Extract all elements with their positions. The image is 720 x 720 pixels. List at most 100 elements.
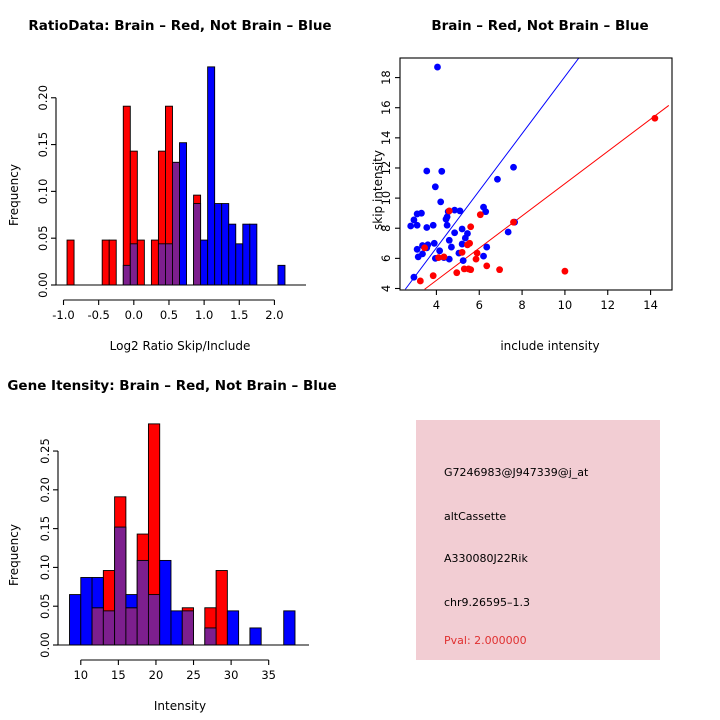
- histogram-bar: [101, 239, 110, 286]
- scatter-point: [414, 253, 422, 261]
- scatter-point: [467, 266, 475, 274]
- y-tick-label: 0.20: [36, 85, 50, 111]
- intensity-scatter-panel: Brain – Red, Not Brain – Blue skip inten…: [360, 0, 720, 360]
- x-tick-label: 4: [433, 298, 440, 312]
- y-tick-label: 14: [379, 131, 393, 146]
- scatter-point: [451, 229, 459, 237]
- histogram-bar: [283, 610, 296, 646]
- y-tick-label: 8: [379, 225, 393, 232]
- y-tick-label: 10: [379, 191, 393, 206]
- x-tick-label: 8: [518, 298, 525, 312]
- x-tick-label: 15: [111, 668, 126, 682]
- probe-id-text: G7246983@J947339@j_at: [444, 466, 589, 479]
- scatter-point: [440, 253, 448, 261]
- histogram-bar-overlap: [102, 610, 116, 646]
- scatter-point: [410, 216, 418, 224]
- x-tick-label: 14: [643, 298, 658, 312]
- gene-info-box: G7246983@J947339@j_at altCassette A33008…: [416, 420, 660, 660]
- gene-histogram-title: Gene Itensity: Brain – Red, Not Brain – …: [7, 378, 336, 394]
- y-tick-label: 0.00: [38, 632, 52, 658]
- y-tick-label: 0.25: [38, 438, 52, 464]
- x-tick-label: 25: [186, 668, 201, 682]
- scatter-point: [445, 207, 453, 215]
- histogram-bar: [80, 577, 93, 646]
- scatter-point: [410, 273, 418, 281]
- x-tick-label: 35: [261, 668, 276, 682]
- scatter-ylabel: skip intensity: [371, 150, 385, 230]
- x-tick-label: 10: [558, 298, 573, 312]
- histogram-bar-overlap: [181, 610, 194, 646]
- scatter-point: [423, 167, 431, 175]
- scatter-point: [494, 175, 501, 183]
- scatter-axes: 4 6 8 10 12 14 16 18 4 6 8 10 12 14: [379, 57, 673, 312]
- histogram-bar: [69, 594, 82, 646]
- y-tick-label: 6: [379, 255, 393, 262]
- scatter-point: [504, 228, 512, 236]
- scatter-point: [443, 221, 451, 229]
- histogram-bar-overlap: [122, 264, 131, 286]
- scatter-point: [496, 266, 503, 274]
- scatter-point: [467, 223, 475, 231]
- y-tick-label: 0.15: [38, 516, 52, 542]
- scatter-point: [448, 243, 455, 251]
- scatter-point: [429, 272, 437, 280]
- scatter-point: [472, 255, 480, 263]
- scatter-point: [423, 224, 431, 231]
- scatter-point: [460, 265, 468, 273]
- histogram-bar-overlap: [136, 559, 149, 646]
- histogram-bar-overlap: [172, 161, 180, 286]
- ratio-histogram-bars: [66, 66, 286, 286]
- x-tick-label: 6: [476, 298, 483, 312]
- scatter-point: [453, 269, 461, 277]
- scatter-point: [445, 236, 453, 244]
- gene-histogram-svg: Gene Itensity: Brain – Red, Not Brain – …: [7, 378, 337, 713]
- y-tick-label: 0.10: [38, 555, 52, 581]
- gene-info-panel: G7246983@J947339@j_at altCassette A33008…: [360, 360, 720, 720]
- y-tick-label: 0.05: [36, 225, 50, 251]
- scatter-point: [442, 215, 450, 223]
- histogram-bar: [277, 264, 286, 286]
- scatter-point: [561, 267, 569, 275]
- y-tick-label: 0.05: [38, 593, 52, 619]
- x-tick-label: 1.5: [230, 308, 248, 322]
- x-tick-label: 12: [600, 298, 615, 312]
- histogram-bar: [170, 610, 183, 646]
- histogram-bar: [249, 223, 258, 286]
- histogram-bar: [179, 142, 187, 286]
- histogram-bar: [235, 243, 244, 286]
- x-tick-label: 30: [224, 668, 239, 682]
- gene-histogram-bars: [69, 423, 296, 646]
- histogram-bar-overlap: [114, 526, 127, 646]
- scatter-point: [459, 257, 467, 265]
- histogram-bar: [207, 66, 216, 286]
- histogram-bar: [91, 577, 104, 609]
- x-tick-label: 0.5: [160, 308, 178, 322]
- scatter-point: [451, 206, 459, 214]
- scatter-point: [461, 234, 469, 242]
- x-tick-label: 1.0: [195, 308, 213, 322]
- scatter-point: [416, 277, 424, 285]
- histogram-bar: [108, 239, 117, 286]
- scatter-title: Brain – Red, Not Brain – Blue: [431, 18, 648, 34]
- histogram-bar: [228, 223, 237, 286]
- histogram-bar: [214, 203, 223, 286]
- ratio-histogram-axes: 0.00 0.05 0.10 0.15 0.20 -1.0 -0.5 0.0 0.5 1.0 1.5…: [36, 85, 306, 322]
- histogram-bar: [215, 570, 228, 646]
- x-tick-label: -1.0: [52, 308, 74, 322]
- scatter-point: [458, 225, 466, 233]
- scatter-point: [445, 255, 453, 263]
- ratio-histogram-xlabel: Log2 Ratio Skip/Include: [110, 339, 251, 353]
- scatter-point: [421, 244, 429, 252]
- histogram-bar: [249, 627, 262, 646]
- scatter-point: [473, 249, 481, 257]
- scatter-point: [431, 183, 439, 191]
- ratio-histogram-ylabel: Frequency: [7, 164, 21, 226]
- y-tick-label: 0.15: [36, 132, 50, 158]
- ratio-histogram-panel: RatioData: Brain – Red, Not Brain – Blue…: [0, 0, 360, 360]
- histogram-bar-overlap: [129, 243, 138, 286]
- y-tick-label: 0.00: [36, 272, 50, 298]
- histogram-bar-overlap: [193, 203, 202, 286]
- y-tick-label: 4: [379, 285, 393, 292]
- scatter-point: [510, 218, 517, 226]
- histogram-bar: [136, 239, 145, 286]
